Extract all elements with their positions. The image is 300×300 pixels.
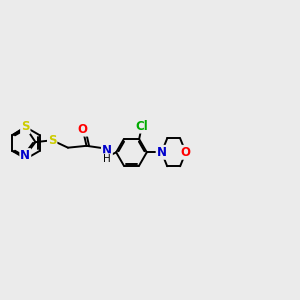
Text: N: N xyxy=(20,149,30,162)
Text: O: O xyxy=(78,123,88,136)
Text: S: S xyxy=(21,120,29,133)
Text: S: S xyxy=(48,134,56,147)
Text: N: N xyxy=(102,144,112,157)
Text: Cl: Cl xyxy=(136,120,148,133)
Text: N: N xyxy=(157,146,166,159)
Text: O: O xyxy=(181,146,191,159)
Text: H: H xyxy=(103,154,111,164)
